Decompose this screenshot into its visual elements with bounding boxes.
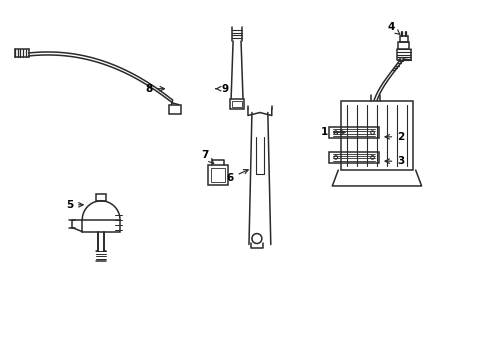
Text: 9: 9 [216,84,228,94]
Bar [328,152,378,163]
Text: 7: 7 [201,150,213,164]
Bar [328,127,378,138]
Bar [232,100,242,107]
Text: 3: 3 [384,156,404,166]
Bar [208,165,228,185]
Bar [211,168,224,182]
Bar [230,99,244,109]
Bar [398,42,408,49]
Text: 1: 1 [320,127,345,138]
Text: 6: 6 [226,170,248,183]
Bar [82,220,120,231]
Text: 2: 2 [384,132,404,142]
Bar [168,105,181,113]
Text: 5: 5 [65,200,83,210]
Text: 4: 4 [386,22,399,35]
Bar [96,194,106,201]
Text: 8: 8 [145,84,164,94]
Bar [399,36,407,42]
Bar [341,100,412,170]
